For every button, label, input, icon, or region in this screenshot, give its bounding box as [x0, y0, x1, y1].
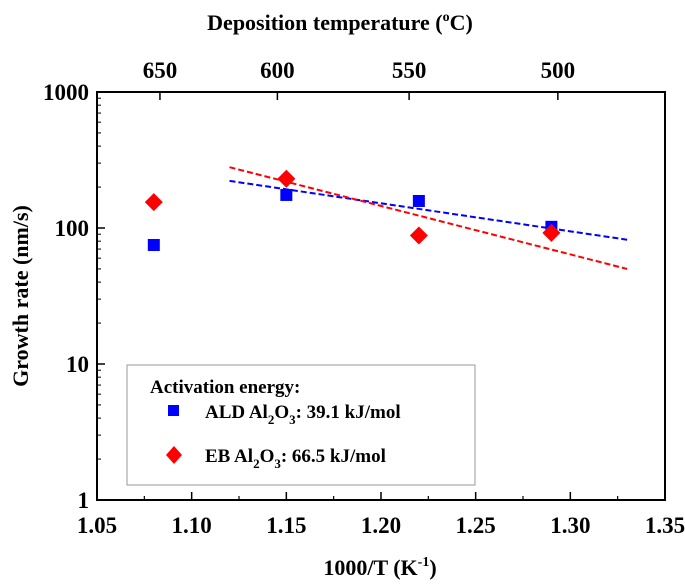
x2-tick-label: 500: [541, 58, 576, 83]
x-tick-label: 1.10: [172, 513, 212, 538]
data-point-eb: [277, 169, 296, 188]
x2-tick-label: 650: [143, 58, 178, 83]
x2-tick-label: 600: [260, 58, 295, 83]
y-tick-label: 1: [78, 488, 90, 513]
x-tick-label: 1.15: [266, 513, 306, 538]
x-tick-label: 1.30: [550, 513, 590, 538]
legend-square-marker: [168, 405, 179, 416]
legend-title: Activation energy:: [150, 377, 300, 398]
data-point-eb: [409, 226, 428, 245]
x-axis-label: 1000/T (K-1): [323, 555, 436, 580]
data-point-ald: [280, 188, 293, 201]
data-point-ald: [147, 238, 160, 251]
y-axis-label: Growth rate (nm/s): [8, 205, 33, 387]
x-tick-label: 1.05: [77, 513, 117, 538]
x-tick-label: 1.25: [456, 513, 496, 538]
x2-axis-label: Deposition temperature (oC): [207, 10, 473, 35]
data-point-eb: [542, 223, 561, 242]
y-tick-label: 1000: [43, 80, 89, 105]
x2-tick-label: 550: [392, 58, 427, 83]
fit-line-eb: [229, 166, 628, 270]
legend-entry-ald: ALD Al2O3: 39.1 kJ/mol: [205, 402, 401, 427]
data-point-eb: [144, 193, 163, 212]
x-tick-label: 1.35: [645, 513, 685, 538]
x-tick-label: 1.20: [361, 513, 401, 538]
legend-diamond-marker: [166, 446, 182, 464]
fit-line-ald: [229, 179, 628, 241]
legend-box: [126, 364, 476, 486]
y-tick-label: 100: [55, 216, 90, 241]
plot-frame: [96, 91, 666, 501]
legend: Activation energy: ALD Al2O3: 39.1 kJ/mo…: [126, 364, 476, 486]
data-point-ald: [412, 194, 425, 207]
legend-entry-eb: EB Al2O3: 66.5 kJ/mol: [205, 446, 386, 471]
y-tick-label: 10: [66, 352, 89, 377]
